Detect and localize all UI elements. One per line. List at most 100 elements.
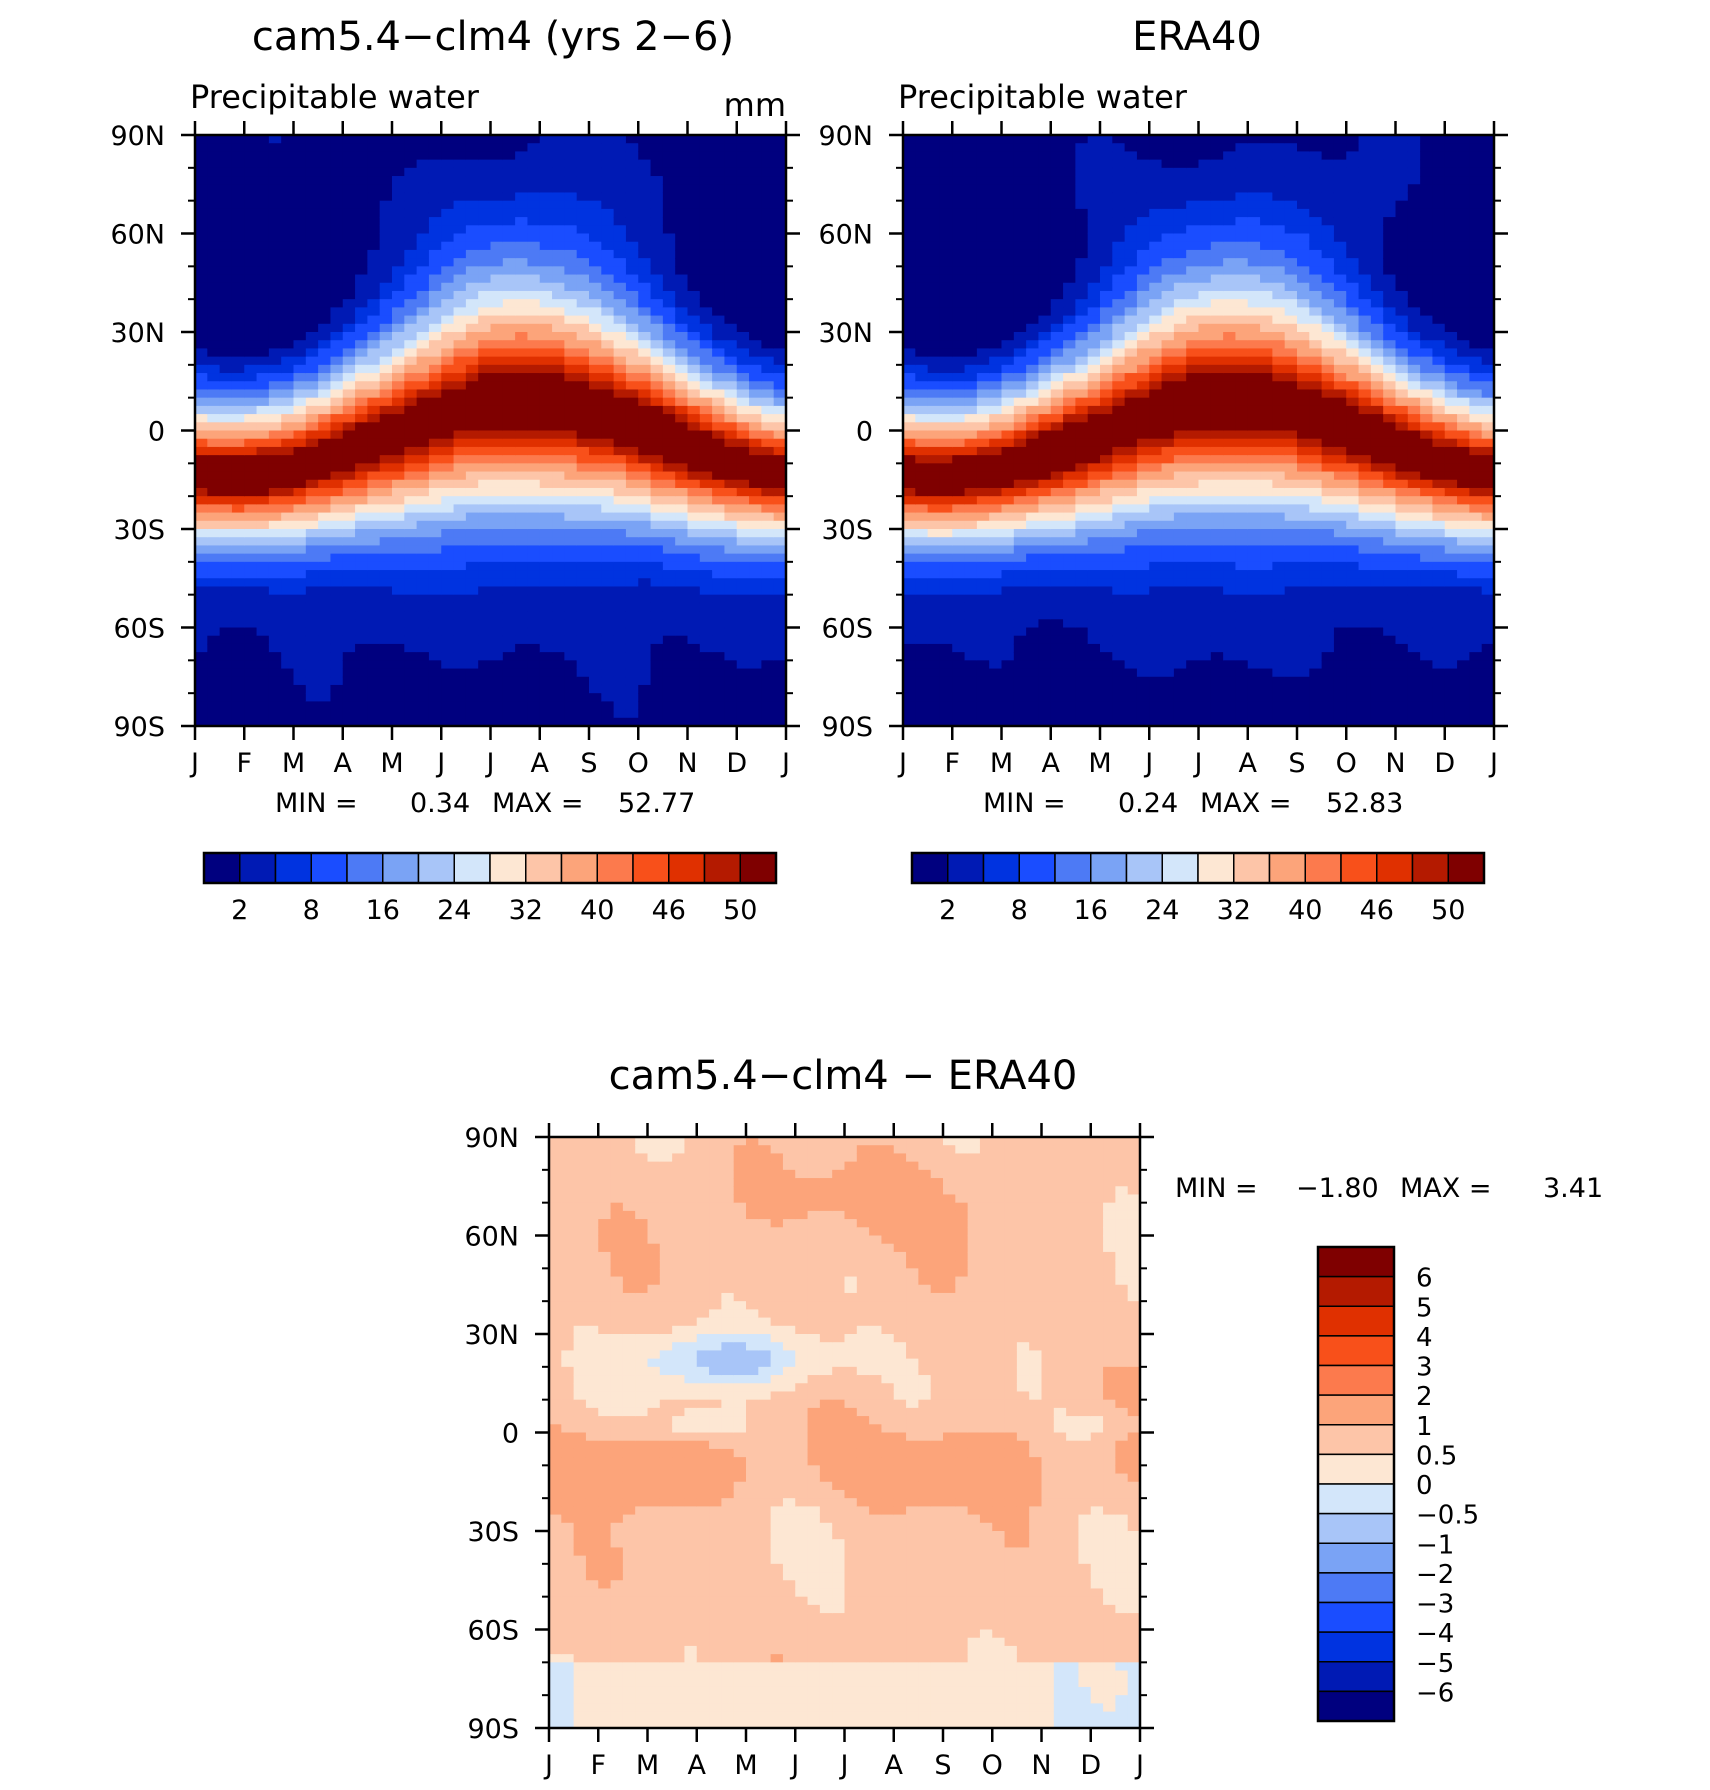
field-cell — [342, 282, 356, 292]
field-cell — [490, 570, 504, 579]
field-cell — [625, 537, 639, 547]
field-cell — [552, 340, 565, 350]
field-cell — [293, 397, 307, 407]
field-cell — [1075, 438, 1089, 448]
field-cell — [625, 397, 639, 407]
field-cell — [952, 405, 966, 415]
field-cell — [1001, 537, 1015, 547]
field-cell — [761, 455, 775, 464]
field-cell — [342, 660, 356, 670]
field-cell — [268, 520, 282, 530]
field-cell — [256, 693, 270, 702]
field-cell — [490, 176, 504, 185]
field-cell — [1136, 364, 1150, 374]
field-cell — [515, 578, 529, 588]
field-cell — [976, 504, 990, 514]
field-cell — [207, 504, 221, 514]
field-cell — [964, 537, 978, 547]
field-cell — [1001, 684, 1015, 694]
field-cell — [293, 709, 307, 719]
field-cell — [502, 233, 516, 243]
field-cell — [330, 684, 344, 694]
field-cell — [231, 167, 245, 177]
field-cell — [675, 258, 689, 267]
field-cell — [773, 282, 787, 292]
field-cell — [761, 668, 775, 678]
field-cell — [1038, 208, 1052, 218]
field-cell — [687, 627, 701, 637]
field-cell — [465, 143, 479, 153]
field-cell — [207, 364, 221, 374]
field-cell — [1136, 430, 1150, 440]
field-cell — [564, 192, 578, 202]
field-cell — [687, 332, 701, 341]
field-cell — [1050, 701, 1064, 711]
field-cell — [939, 192, 953, 202]
field-cell — [662, 381, 676, 391]
field-cell — [379, 627, 393, 637]
field-cell — [952, 217, 966, 226]
field-cell — [724, 266, 738, 276]
field-cell — [1136, 537, 1150, 547]
field-cell — [342, 504, 356, 514]
field-cell — [244, 217, 258, 226]
field-cell — [712, 594, 726, 604]
field-cell — [404, 135, 418, 144]
field-cell — [964, 348, 978, 358]
field-cell — [244, 274, 258, 284]
field-cell — [281, 167, 295, 177]
field-cell — [613, 529, 627, 538]
field-cell — [964, 323, 978, 333]
field-cell — [699, 241, 713, 251]
field-cell — [527, 676, 541, 686]
field-cell — [699, 553, 713, 563]
field-cell — [453, 570, 467, 579]
field-cell — [293, 586, 307, 596]
field-cell — [903, 340, 916, 350]
field-cell — [613, 446, 627, 456]
field-cell — [724, 701, 738, 711]
field-cell — [989, 373, 1003, 382]
field-cell — [330, 258, 344, 267]
field-cell — [964, 373, 978, 382]
field-cell — [1038, 693, 1052, 702]
field-cell — [675, 537, 689, 547]
field-cell — [952, 233, 966, 243]
field-cell — [392, 422, 405, 432]
field-cell — [281, 545, 295, 555]
field-cell — [699, 504, 713, 514]
field-cell — [552, 266, 565, 276]
field-cell — [1124, 340, 1138, 350]
field-cell — [939, 414, 953, 423]
field-cell — [989, 348, 1003, 358]
field-cell — [638, 225, 652, 235]
field-cell — [613, 693, 627, 702]
field-cell — [244, 143, 258, 153]
field-cell — [515, 487, 529, 497]
field-cell — [465, 192, 479, 202]
field-cell — [330, 307, 344, 317]
field-cell — [428, 684, 442, 694]
field-cell — [952, 414, 966, 423]
field-cell — [662, 422, 676, 432]
field-cell — [392, 258, 405, 267]
field-cell — [1013, 200, 1027, 210]
field-cell — [552, 504, 565, 514]
field-cell — [428, 479, 442, 489]
field-cell — [601, 627, 615, 637]
field-cell — [625, 217, 639, 226]
field-cell — [428, 586, 442, 596]
field-cell — [453, 315, 467, 325]
field-cell — [773, 184, 787, 194]
field-cell — [1124, 274, 1138, 284]
field-cell — [293, 463, 307, 473]
field-cell — [903, 192, 916, 202]
field-cell — [379, 192, 393, 202]
field-cell — [502, 676, 516, 686]
field-cell — [903, 405, 916, 415]
field-cell — [773, 455, 787, 464]
field-cell — [1050, 446, 1064, 456]
field-cell — [1136, 405, 1150, 415]
field-cell — [552, 258, 565, 267]
field-cell — [318, 684, 332, 694]
